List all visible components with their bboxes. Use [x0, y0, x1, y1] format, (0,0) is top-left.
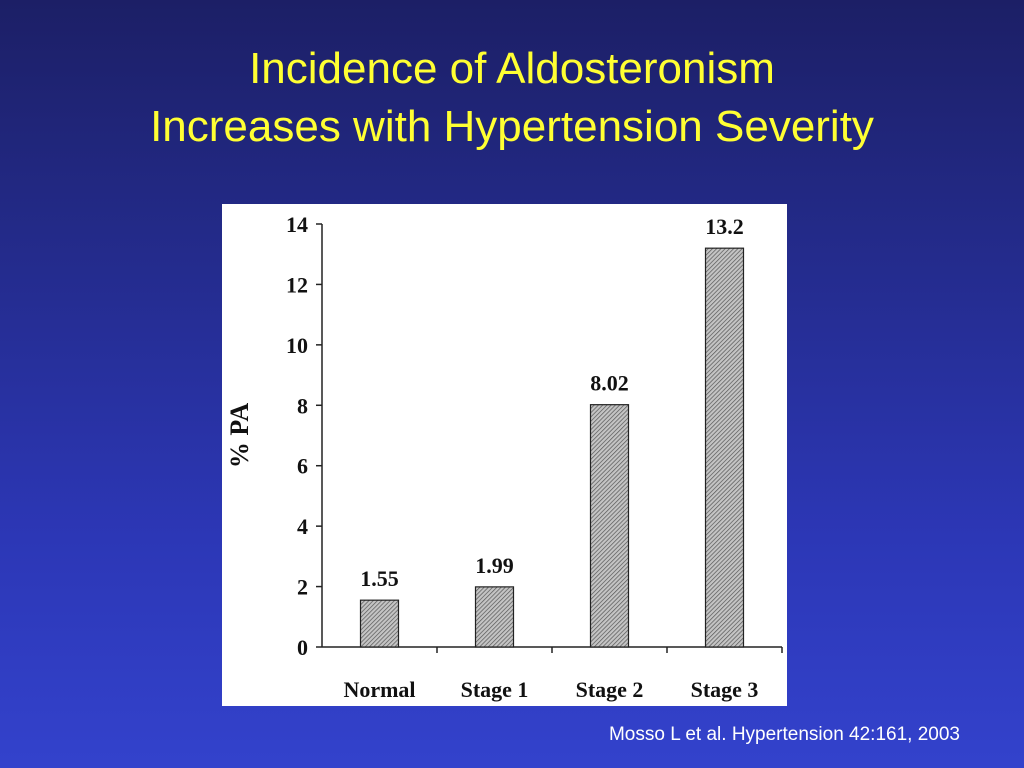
- data-label: 1.99: [475, 553, 514, 578]
- y-tick-label: 14: [286, 212, 308, 237]
- slide-title: Incidence of Aldosteronism Increases wit…: [0, 40, 1024, 156]
- x-tick-label: Stage 2: [576, 677, 644, 702]
- y-axis-title: % PA: [225, 403, 254, 468]
- y-tick-label: 2: [297, 575, 308, 600]
- bar: [704, 247, 745, 648]
- y-tick-label: 6: [297, 454, 308, 479]
- y-tick-label: 0: [297, 635, 308, 660]
- data-label: 1.55: [360, 566, 399, 591]
- y-tick-label: 10: [286, 333, 308, 358]
- bar: [359, 599, 400, 648]
- x-tick-label: Normal: [343, 677, 415, 702]
- bar: [474, 586, 515, 648]
- bar-chart: 0 2 4 6 8 10 12 14 % PA 1.55 Normal 1.99 Stage 1 8.02…: [225, 212, 783, 702]
- data-label: 8.02: [590, 371, 629, 396]
- title-line-1: Incidence of Aldosteronism: [249, 44, 775, 93]
- chart-panel: 0 2 4 6 8 10 12 14 % PA 1.55 Normal 1.99 Stage 1 8.02…: [222, 204, 787, 706]
- citation: Mosso L et al. Hypertension 42:161, 2003: [608, 724, 960, 745]
- x-tick-label: Stage 3: [691, 677, 759, 702]
- bar: [589, 404, 630, 648]
- x-tick-label: Stage 1: [461, 677, 529, 702]
- y-tick-label: 12: [286, 272, 308, 297]
- title-line-2: Increases with Hypertension Severity: [150, 102, 874, 151]
- data-label: 13.2: [705, 214, 744, 239]
- y-tick-label: 8: [297, 393, 308, 418]
- y-tick-label: 4: [297, 514, 308, 539]
